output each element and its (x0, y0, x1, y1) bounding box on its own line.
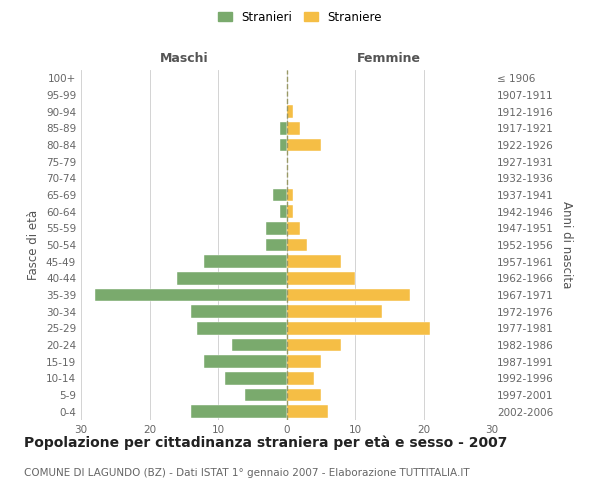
Bar (287, 356, 321, 368)
Bar (287, 322, 430, 334)
Legend: Stranieri, Straniere: Stranieri, Straniere (213, 6, 387, 28)
Bar (287, 389, 321, 401)
Bar (205, 356, 287, 368)
Bar (287, 138, 321, 151)
Bar (287, 222, 300, 234)
Bar (287, 188, 293, 201)
Y-axis label: Anni di nascita: Anni di nascita (560, 202, 573, 288)
Bar (266, 222, 287, 234)
Bar (197, 322, 287, 334)
Bar (280, 138, 287, 151)
Bar (280, 206, 287, 218)
Bar (287, 106, 293, 118)
Bar (245, 389, 287, 401)
Bar (287, 339, 341, 351)
Bar (205, 256, 287, 268)
Bar (287, 289, 410, 301)
Bar (287, 372, 314, 384)
Bar (287, 206, 293, 218)
Text: Femmine: Femmine (357, 52, 421, 65)
Bar (273, 188, 287, 201)
Bar (95, 289, 287, 301)
Bar (177, 272, 287, 284)
Text: COMUNE DI LAGUNDO (BZ) - Dati ISTAT 1° gennaio 2007 - Elaborazione TUTTITALIA.IT: COMUNE DI LAGUNDO (BZ) - Dati ISTAT 1° g… (24, 468, 470, 477)
Bar (225, 372, 287, 384)
Bar (232, 339, 287, 351)
Bar (266, 239, 287, 251)
Bar (191, 306, 287, 318)
Bar (287, 122, 300, 134)
Text: Popolazione per cittadinanza straniera per età e sesso - 2007: Popolazione per cittadinanza straniera p… (24, 435, 508, 450)
Bar (287, 306, 382, 318)
Bar (287, 256, 341, 268)
Bar (191, 406, 287, 418)
Y-axis label: Fasce di età: Fasce di età (28, 210, 40, 280)
Bar (287, 239, 307, 251)
Bar (287, 406, 328, 418)
Bar (287, 272, 355, 284)
Bar (280, 122, 287, 134)
Text: Maschi: Maschi (160, 52, 208, 65)
